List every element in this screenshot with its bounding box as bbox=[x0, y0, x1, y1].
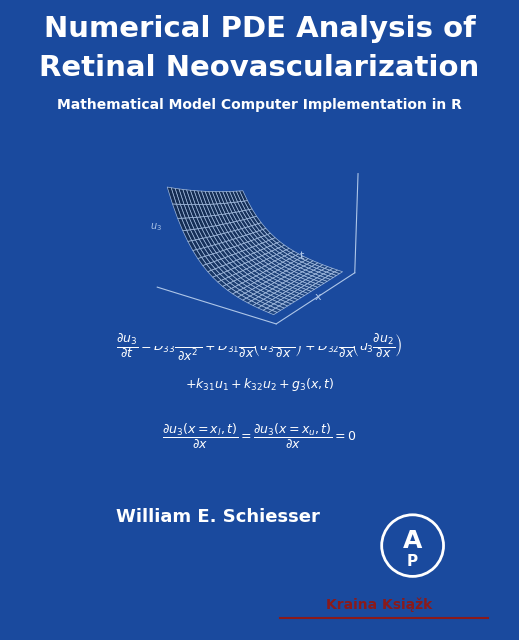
Text: A: A bbox=[403, 529, 422, 554]
Text: $\dfrac{\partial u_3(x=x_l,t)}{\partial x} = \dfrac{\partial u_3(x=x_u,t)}{\part: $\dfrac{\partial u_3(x=x_l,t)}{\partial … bbox=[162, 422, 357, 451]
Text: P: P bbox=[407, 554, 418, 568]
Text: William E. Schiesser: William E. Schiesser bbox=[116, 508, 320, 526]
Text: Mathematical Model Computer Implementation in R: Mathematical Model Computer Implementati… bbox=[57, 98, 462, 112]
Text: Kraina Ksiąžk: Kraina Ksiąžk bbox=[326, 597, 432, 612]
Text: $+k_{31}u_1 + k_{32}u_2 + g_3(x,t)$: $+k_{31}u_1 + k_{32}u_2 + g_3(x,t)$ bbox=[185, 376, 334, 393]
Text: Retinal Neovascularization: Retinal Neovascularization bbox=[39, 54, 480, 81]
Text: Numerical PDE Analysis of: Numerical PDE Analysis of bbox=[44, 15, 475, 42]
Text: $\dfrac{\partial u_3}{\partial t} = D_{33}\dfrac{\partial^2 u_3}{\partial x^2} +: $\dfrac{\partial u_3}{\partial t} = D_{3… bbox=[116, 329, 403, 363]
